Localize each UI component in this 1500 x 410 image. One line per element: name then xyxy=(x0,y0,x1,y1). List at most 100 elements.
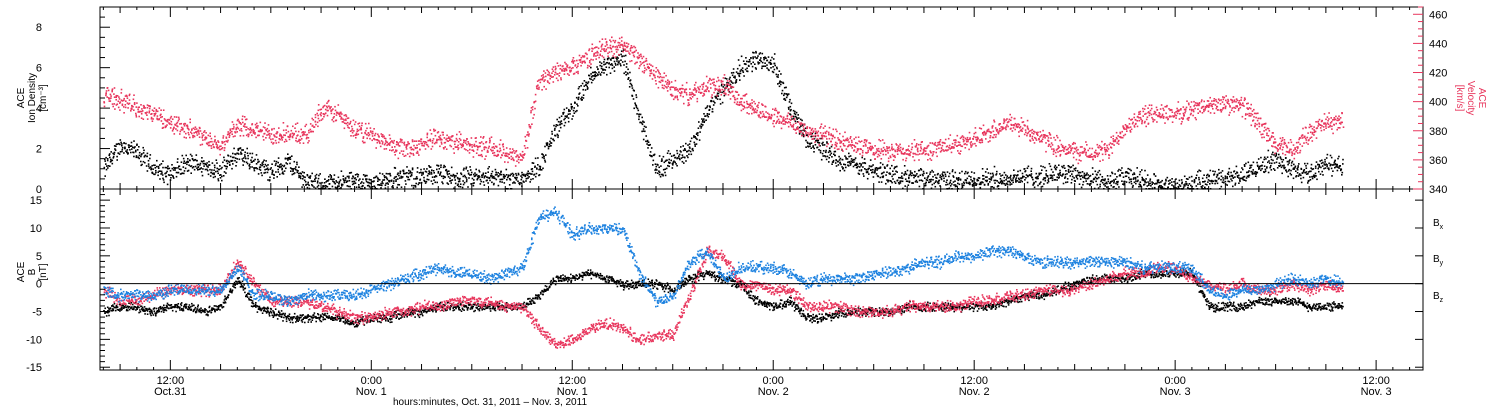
ion-density-series-point xyxy=(914,170,916,173)
ion-density-series-point xyxy=(778,82,781,84)
ion-density-series-point xyxy=(379,172,381,175)
velocity-series-point xyxy=(409,146,412,149)
ion-density-series-point xyxy=(512,175,514,177)
ion-density-series-point xyxy=(314,175,317,177)
ion-density-series-point xyxy=(1143,183,1146,186)
ion-density-series-point xyxy=(412,187,415,189)
ion-density-series-point xyxy=(1139,185,1142,188)
velocity-series-point xyxy=(732,86,735,88)
ion-density-series-point xyxy=(1144,181,1146,183)
ion-density-series-point xyxy=(935,180,937,182)
velocity-series-point xyxy=(317,117,320,120)
ion-density-series-point xyxy=(353,180,356,183)
ion-density-series-point xyxy=(1272,168,1275,170)
velocity-series-point xyxy=(135,116,138,118)
ion-density-series-point xyxy=(415,176,418,178)
velocity-series-point xyxy=(736,103,739,106)
ion-density-series-point xyxy=(1065,181,1067,184)
velocity-series-point xyxy=(209,141,211,143)
ion-density-series-point xyxy=(120,141,122,144)
ion-density-series-point xyxy=(557,136,559,139)
ion-density-series-point xyxy=(981,181,983,183)
ion-density-series-point xyxy=(1279,157,1282,159)
ion-density-series-point xyxy=(1035,172,1038,175)
ion-density-series-point xyxy=(242,157,245,159)
ion-density-series-point xyxy=(199,168,202,170)
ion-density-series-point xyxy=(324,184,327,187)
velocity-series-point xyxy=(557,79,559,82)
ion-density-series-point xyxy=(776,66,778,69)
velocity-series-point xyxy=(209,132,211,135)
ion-density-series-point xyxy=(514,176,516,179)
ion-density-series-point xyxy=(1156,182,1158,185)
ion-density-series-point xyxy=(1272,151,1274,154)
ion-density-series-point xyxy=(1057,173,1059,175)
ion-density-series-point xyxy=(264,163,267,166)
ion-density-series-point xyxy=(728,78,731,80)
velocity-series-point xyxy=(502,145,505,148)
ion-density-series-point xyxy=(795,111,798,114)
ion-density-series-point xyxy=(397,178,399,180)
ion-density-series-point xyxy=(493,177,495,179)
ion-density-series-point xyxy=(1061,165,1063,168)
ion-density-series-point xyxy=(213,172,215,174)
ion-density-series-point xyxy=(698,121,700,123)
ion-density-series-point xyxy=(1026,167,1029,169)
ion-density-series-point xyxy=(1092,173,1094,175)
velocity-series-point xyxy=(354,121,357,123)
ion-density-series-point xyxy=(455,175,457,177)
ion-density-series-point xyxy=(557,120,560,123)
ion-density-series-point xyxy=(996,170,998,173)
ion-density-series-point xyxy=(366,174,368,177)
velocity-series-point xyxy=(436,131,439,134)
velocity-series-point xyxy=(772,108,774,110)
ion-density-series-point xyxy=(465,177,468,179)
ion-density-series-point xyxy=(874,171,876,173)
velocity-series-point xyxy=(645,57,648,60)
ion-density-series-point xyxy=(609,63,612,66)
ion-density-series-point xyxy=(329,174,331,176)
ion-density-series-point xyxy=(1254,172,1256,175)
ion-density-series-point xyxy=(225,165,227,168)
ion-density-series-point xyxy=(1072,164,1074,167)
ion-density-series-point xyxy=(678,155,680,157)
ion-density-series-point xyxy=(999,181,1002,183)
ion-density-series-point xyxy=(511,172,514,175)
ion-density-series-point xyxy=(293,172,296,174)
ion-density-series-point xyxy=(1107,180,1110,183)
velocity-series-point xyxy=(700,91,703,94)
velocity-series-point xyxy=(765,116,768,118)
ion-density-series-point xyxy=(783,97,786,100)
ion-density-series-point xyxy=(1038,172,1040,175)
ion-density-series-point xyxy=(1122,183,1124,185)
velocity-series-point xyxy=(375,147,377,149)
ion-density-series-point xyxy=(826,155,829,158)
velocity-series-point xyxy=(643,71,645,74)
ion-density-series-point xyxy=(1037,177,1039,180)
ion-density-series-point xyxy=(136,143,138,146)
ion-density-series-point xyxy=(1314,167,1317,169)
velocity-series-point xyxy=(323,113,326,116)
ion-density-series-point xyxy=(1295,175,1298,177)
velocity-series-point xyxy=(721,88,724,91)
velocity-series-point xyxy=(121,104,124,107)
velocity-series-point xyxy=(422,144,424,147)
ion-density-series-point xyxy=(524,175,527,178)
ion-density-series-point xyxy=(874,167,877,170)
velocity-series-point xyxy=(752,107,754,110)
velocity-series-point xyxy=(248,133,250,136)
ion-density-series-point xyxy=(739,72,742,75)
ion-density-series-point xyxy=(362,174,365,176)
ion-density-series-point xyxy=(336,186,338,189)
ion-density-series-point xyxy=(1227,180,1229,183)
ion-density-series-point xyxy=(380,187,382,189)
velocity-series-point xyxy=(222,137,224,139)
velocity-series-point xyxy=(607,55,609,58)
ion-density-series-point xyxy=(364,174,367,177)
ion-density-series-point xyxy=(761,61,764,64)
velocity-series-point xyxy=(109,100,112,102)
ion-density-series-point xyxy=(316,186,319,188)
ion-density-series-point xyxy=(754,56,756,58)
ion-density-series-point xyxy=(491,177,494,179)
ion-density-series-point xyxy=(368,182,371,184)
